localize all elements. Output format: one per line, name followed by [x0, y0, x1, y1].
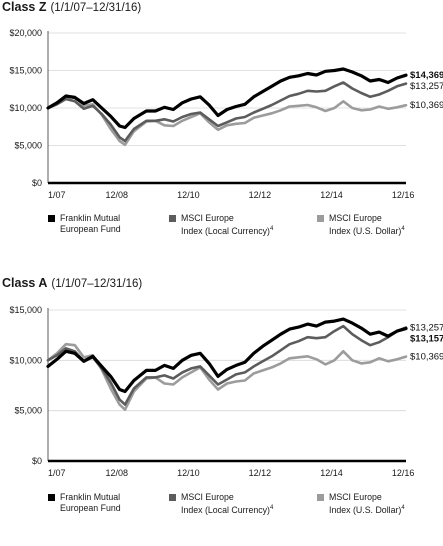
y-tick-label: $0: [32, 178, 42, 188]
x-tick-label: 12/08: [105, 190, 128, 200]
legend-item-fund: Franklin Mutual European Fund: [48, 492, 121, 514]
legend-swatch-fund: [48, 494, 55, 501]
legend-swatch-local-currency: [169, 494, 176, 501]
x-tick-label: 12/10: [177, 468, 200, 478]
legend-label-local-line1: MSCI Europe: [181, 213, 234, 223]
legend-swatch-local-currency: [169, 215, 176, 222]
legend-label-usd-line2: Index (U.S. Dollar): [329, 504, 402, 515]
class-a-legend: Franklin Mutual European Fund MSCI Europe…: [0, 492, 443, 522]
legend-label-local-line2: Index (Local Currency): [181, 225, 270, 236]
legend-footnote-usd: 4: [401, 505, 405, 511]
legend-footnote-local: 4: [269, 226, 274, 232]
legend-footnote-local: 4: [269, 505, 274, 511]
legend-item-us-dollar: MSCI Europe Index (U.S. Dollar)4: [317, 492, 405, 516]
series-line-1: [46, 81, 408, 143]
x-tick-label: 12/14: [320, 190, 343, 200]
legend-item-local-currency: MSCI Europe Index (Local Currency)4: [169, 492, 273, 516]
legend-label-usd-line2: Index (U.S. Dollar): [329, 225, 402, 236]
class-z-legend: Franklin Mutual European Fund MSCI Europe…: [0, 213, 443, 243]
legend-label-fund-line1: Franklin Mutual: [60, 492, 121, 502]
x-tick-label: 1/07: [48, 468, 66, 478]
y-tick-label: $10,000: [9, 103, 42, 113]
legend-item-fund: Franklin Mutual European Fund: [48, 213, 121, 235]
class-a-title: Class A: [2, 276, 48, 290]
legend-label-usd-line1: MSCI Europe: [329, 213, 382, 223]
legend-label-fund-line2: European Fund: [60, 503, 121, 513]
legend-item-us-dollar: MSCI Europe Index (U.S. Dollar)4: [317, 213, 405, 237]
legend-swatch-fund: [48, 215, 55, 222]
y-tick-label: $5,000: [14, 141, 42, 151]
legend-label-local-line2: Index (Local Currency): [181, 504, 270, 515]
class-z-heading: Class Z (1/1/07–12/31/16): [2, 0, 141, 14]
class-a-chart-panel: Class A (1/1/07–12/31/16) $0 $5,000 $10,000…: [0, 276, 443, 546]
y-tick-label: $20,000: [9, 28, 42, 38]
end-value-label: $10,369: [410, 100, 443, 111]
class-a-heading: Class A (1/1/07–12/31/16): [2, 276, 142, 290]
legend-item-local-currency: MSCI Europe Index (Local Currency)4: [169, 213, 273, 237]
y-tick-label: $15,000: [9, 305, 42, 315]
x-tick-label: 1/07: [48, 190, 66, 200]
x-tick-label: 12/12: [249, 190, 272, 200]
legend-label-usd-line1: MSCI Europe: [329, 492, 382, 502]
x-tick-label: 12/12: [249, 468, 272, 478]
class-a-period: (1/1/07–12/31/16): [51, 278, 143, 290]
y-tick-label: $10,000: [9, 355, 42, 365]
x-tick-label: 12/08: [105, 468, 128, 478]
legend-label-local-line1: MSCI Europe: [181, 492, 234, 502]
legend-label-fund-line2: European Fund: [60, 224, 121, 234]
class-z-chart-panel: Class Z (1/1/07–12/31/16) $0 $5,000 $10,000…: [0, 0, 443, 265]
end-value-label: $13,257: [410, 81, 443, 92]
class-z-line-chart: $0 $5,000 $10,000 $15,000 $20,000 1/07 12/08 12…: [9, 28, 443, 200]
y-tick-label: $15,000: [9, 66, 42, 76]
class-z-title: Class Z: [2, 0, 47, 14]
end-value-label: $10,369: [410, 352, 443, 363]
x-tick-label: 12/16: [392, 468, 415, 478]
end-value-label: $13,157: [410, 334, 443, 345]
y-tick-label: $0: [32, 456, 42, 466]
series-line-2: [46, 342, 408, 411]
legend-swatch-us-dollar: [317, 494, 324, 501]
legend-swatch-us-dollar: [317, 215, 324, 222]
x-tick-label: 12/10: [177, 190, 200, 200]
series-line-0: [46, 67, 408, 130]
legend-label-fund-line1: Franklin Mutual: [60, 213, 121, 223]
y-tick-label: $5,000: [14, 406, 42, 416]
series-line-2: [46, 94, 408, 147]
series-line-1: [46, 324, 408, 406]
class-a-line-chart: $0 $5,000 $10,000 $15,000 1/07 12/08 12/10 12/1…: [9, 305, 443, 478]
end-value-label: $13,257: [410, 323, 443, 334]
series-line-0: [46, 317, 408, 394]
legend-footnote-usd: 4: [401, 226, 405, 232]
x-tick-label: 12/14: [320, 468, 343, 478]
class-z-period: (1/1/07–12/31/16): [50, 2, 142, 14]
x-tick-label: 12/16: [392, 190, 415, 200]
end-value-label: $14,369: [410, 70, 443, 81]
